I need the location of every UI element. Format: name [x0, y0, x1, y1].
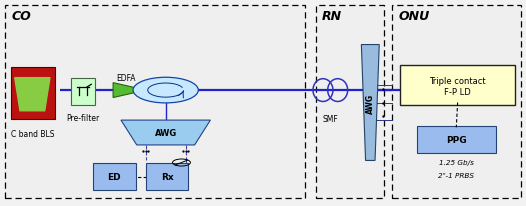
Text: C band BLS: C band BLS — [11, 130, 55, 139]
Polygon shape — [15, 78, 50, 111]
Text: RN: RN — [322, 10, 342, 23]
Text: PPG: PPG — [446, 135, 467, 144]
Bar — [71, 78, 95, 105]
Bar — [5, 6, 305, 198]
FancyBboxPatch shape — [417, 126, 496, 153]
Bar — [316, 6, 384, 198]
Text: ED: ED — [108, 172, 121, 181]
Text: AWG: AWG — [155, 128, 177, 137]
Text: 2ⁿ-1 PRBS: 2ⁿ-1 PRBS — [438, 172, 474, 178]
Text: F-P LD: F-P LD — [444, 87, 471, 96]
Circle shape — [133, 78, 198, 103]
Text: VOA: VOA — [155, 163, 171, 172]
Text: SMF: SMF — [322, 114, 338, 123]
Text: CO: CO — [12, 10, 32, 23]
Bar — [392, 6, 521, 198]
Text: ONU: ONU — [399, 10, 430, 23]
Text: Rx: Rx — [160, 172, 174, 181]
Text: EDFA: EDFA — [116, 74, 136, 83]
Text: Pre-filter: Pre-filter — [66, 113, 99, 122]
Bar — [316, 6, 384, 198]
FancyBboxPatch shape — [400, 66, 515, 105]
Bar — [11, 68, 55, 119]
FancyBboxPatch shape — [93, 163, 136, 190]
Text: Triple contact: Triple contact — [429, 77, 486, 86]
Text: AWG: AWG — [366, 93, 375, 113]
Bar — [5, 6, 305, 198]
Polygon shape — [113, 83, 146, 98]
FancyBboxPatch shape — [146, 163, 188, 190]
Text: 1.25 Gb/s: 1.25 Gb/s — [439, 160, 474, 166]
Bar — [392, 6, 521, 198]
Polygon shape — [121, 121, 210, 145]
Polygon shape — [361, 45, 379, 161]
